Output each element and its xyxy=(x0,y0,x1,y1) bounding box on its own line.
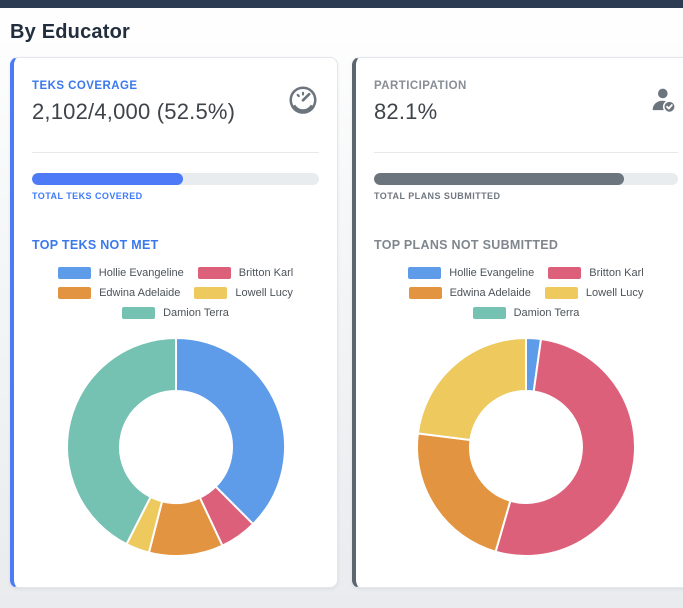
legend-item-hollie-evangeline: Hollie Evangeline xyxy=(57,267,184,279)
card-container: TEKS COVERAGE 2,102/4,000 (52.5%) TOTAL … xyxy=(0,57,683,588)
legend-label: Damion Terra xyxy=(513,307,580,319)
teks-progress-fill xyxy=(32,173,183,185)
legend-item-damion-terra: Damion Terra xyxy=(122,307,229,319)
legend-swatch xyxy=(544,287,578,299)
donut-chart-wrap xyxy=(32,330,319,564)
legend-label: Hollie Evangeline xyxy=(98,267,184,279)
legend-swatch xyxy=(57,267,91,279)
participation-progress-bar xyxy=(374,173,678,185)
teks-coverage-card: TEKS COVERAGE 2,102/4,000 (52.5%) TOTAL … xyxy=(10,57,338,588)
teks-coverage-value: 2,102/4,000 (52.5%) xyxy=(32,99,236,124)
chart-legend: Hollie Evangeline Britton Karl Edwina Ad… xyxy=(32,267,319,319)
legend-swatch xyxy=(472,307,506,319)
plans-not-submitted-donut-chart[interactable] xyxy=(409,330,643,564)
participation-value: 82.1% xyxy=(374,99,438,124)
legend-swatch xyxy=(408,267,442,279)
legend-label: Hollie Evangeline xyxy=(449,267,535,279)
legend-label: Britton Karl xyxy=(589,267,644,279)
legend-item-britton-karl: Britton Karl xyxy=(548,267,644,279)
chart-title: TOP TEKS NOT MET xyxy=(32,238,159,252)
divider xyxy=(374,152,678,153)
legend-row: Edwina Adelaide Lowell Lucy xyxy=(32,287,319,299)
legend-item-damion-terra: Damion Terra xyxy=(472,307,580,319)
donut-slice-lowell-lucy[interactable] xyxy=(416,337,527,441)
gauge-icon xyxy=(287,84,319,116)
donut-slice-britton-karl[interactable] xyxy=(494,338,636,557)
legend-swatch xyxy=(548,267,582,279)
teks-not-met-donut-chart[interactable] xyxy=(59,330,293,564)
legend-label: Edwina Adelaide xyxy=(449,287,531,299)
legend-row: Edwina Adelaide Lowell Lucy xyxy=(374,287,678,299)
legend-label: Lowell Lucy xyxy=(585,287,644,299)
legend-swatch xyxy=(194,287,228,299)
legend-row: Hollie Evangeline Britton Karl xyxy=(32,267,319,279)
card-header: TEKS COVERAGE 2,102/4,000 (52.5%) xyxy=(32,80,319,125)
legend-item-britton-karl: Britton Karl xyxy=(197,267,294,279)
legend-row: Hollie Evangeline Britton Karl xyxy=(374,267,678,279)
user-check-icon xyxy=(646,84,678,116)
legend-row: Damion Terra xyxy=(32,307,319,319)
legend-label: Britton Karl xyxy=(238,267,294,279)
card-header: PARTICIPATION 82.1% xyxy=(374,80,678,125)
teks-progress-label: TOTAL TEKS COVERED xyxy=(32,191,143,201)
participation-progress-label: TOTAL PLANS SUBMITTED xyxy=(374,191,501,201)
participation-card: PARTICIPATION 82.1% TOTAL PLANS SUBMITTE… xyxy=(352,57,683,588)
legend-item-lowell-lucy: Lowell Lucy xyxy=(194,287,293,299)
legend-item-edwina-adelaide: Edwina Adelaide xyxy=(58,287,180,299)
divider xyxy=(32,152,319,153)
legend-row: Damion Terra xyxy=(374,307,678,319)
legend-item-hollie-evangeline: Hollie Evangeline xyxy=(408,267,534,279)
teks-progress-bar xyxy=(32,173,319,185)
legend-item-lowell-lucy: Lowell Lucy xyxy=(544,287,644,299)
legend-label: Damion Terra xyxy=(163,307,229,319)
participation-progress-fill xyxy=(374,173,624,185)
donut-chart-wrap xyxy=(374,330,678,564)
top-navigation-bar xyxy=(0,0,683,8)
legend-swatch xyxy=(408,287,442,299)
donut-slice-damion-terra[interactable] xyxy=(65,337,177,546)
chart-title: TOP PLANS NOT SUBMITTED xyxy=(374,238,559,252)
legend-label: Edwina Adelaide xyxy=(99,287,181,299)
card-title: TEKS COVERAGE xyxy=(32,80,138,92)
donut-slice-edwina-adelaide[interactable] xyxy=(416,432,512,553)
legend-swatch xyxy=(58,287,92,299)
card-title: PARTICIPATION xyxy=(374,80,467,92)
chart-legend: Hollie Evangeline Britton Karl Edwina Ad… xyxy=(374,267,678,319)
legend-swatch xyxy=(197,267,231,279)
legend-swatch xyxy=(122,307,156,319)
page-title: By Educator xyxy=(10,21,131,43)
legend-item-edwina-adelaide: Edwina Adelaide xyxy=(408,287,531,299)
legend-label: Lowell Lucy xyxy=(235,287,293,299)
donut-slice-hollie-evangeline[interactable] xyxy=(174,337,286,526)
